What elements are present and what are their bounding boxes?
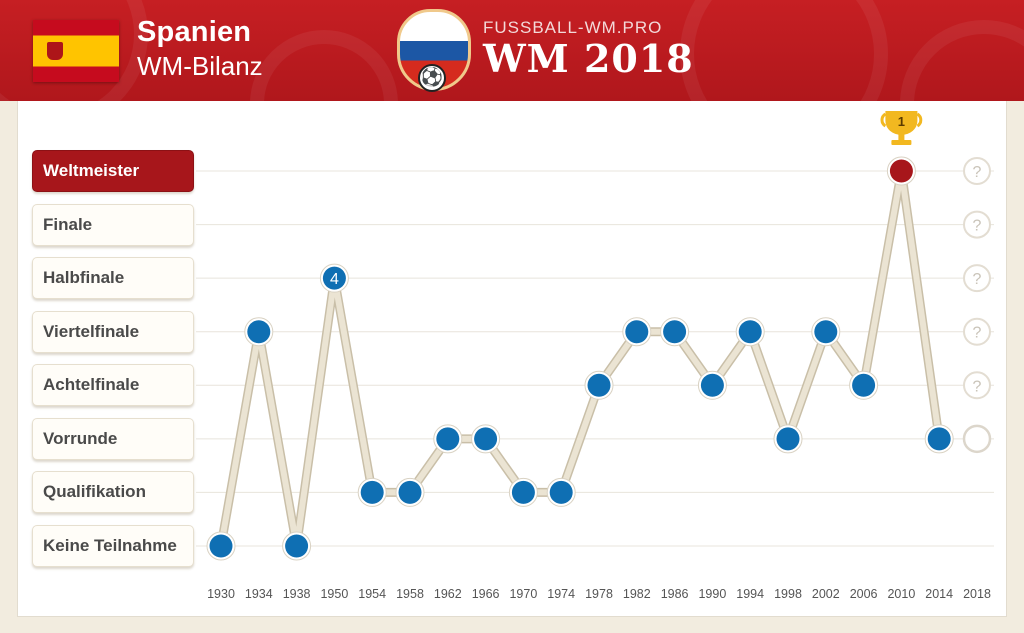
data-point-1978[interactable] xyxy=(587,373,611,397)
open-2018-marker: ? xyxy=(963,157,991,185)
x-tick-label: 2018 xyxy=(963,587,991,601)
x-tick-label: 2014 xyxy=(925,587,953,601)
stage-button-finale[interactable]: Finale xyxy=(32,203,194,246)
x-tick-label: 1974 xyxy=(547,587,575,601)
x-tick-label: 1954 xyxy=(358,587,386,601)
data-point-2002[interactable] xyxy=(814,320,838,344)
data-point-1994[interactable] xyxy=(738,320,762,344)
data-point-1934[interactable] xyxy=(247,320,271,344)
x-tick-label: 1994 xyxy=(736,587,764,601)
country-title: Spanien xyxy=(137,16,252,48)
data-point-1954[interactable] xyxy=(360,480,384,504)
series-line-shadow xyxy=(216,166,944,551)
data-point-1982[interactable] xyxy=(625,320,649,344)
open-2018-marker: ? xyxy=(963,264,991,293)
trophy-rank-label: 1 xyxy=(898,114,905,129)
svg-text:?: ? xyxy=(973,325,982,342)
x-tick-label: 1970 xyxy=(509,587,537,601)
svg-text:?: ? xyxy=(973,271,982,288)
stage-button-halbfinale[interactable]: Halbfinale xyxy=(32,257,194,300)
x-tick-label: 1978 xyxy=(585,587,613,601)
data-point-2014[interactable] xyxy=(927,427,951,451)
stage-button-viertelfinale[interactable]: Viertelfinale xyxy=(32,310,194,353)
header-banner: Spanien WM-Bilanz ⚽ FUSSBALL-WM.PRO WM 2… xyxy=(0,0,1024,101)
x-tick-label: 1962 xyxy=(434,587,462,601)
x-tick-label: 1930 xyxy=(207,587,235,601)
page-subtitle: WM-Bilanz xyxy=(137,51,263,81)
stage-button-achtelfinale[interactable]: Achtelfinale xyxy=(32,364,194,407)
spain-flag-icon xyxy=(33,20,119,82)
x-tick-label: 1982 xyxy=(623,587,651,601)
data-point-1970[interactable] xyxy=(511,480,535,504)
x-tick-label: 1958 xyxy=(396,587,424,601)
football-icon: ⚽ xyxy=(418,64,446,92)
open-2018-marker: ? xyxy=(963,210,991,239)
rank-label: 4 xyxy=(330,271,339,288)
data-point-1930[interactable] xyxy=(209,534,233,558)
stage-button-vorrunde[interactable]: Vorrunde xyxy=(32,417,194,460)
series-line xyxy=(218,168,943,549)
data-point-1974[interactable] xyxy=(549,480,573,504)
x-tick-label: 1934 xyxy=(245,587,273,601)
stage-button-keine-teilnahme[interactable]: Keine Teilnahme xyxy=(32,525,194,567)
x-tick-label: 2002 xyxy=(812,587,840,601)
data-point-1938[interactable] xyxy=(285,534,309,558)
open-2018-marker: ? xyxy=(963,371,991,400)
open-2018-current xyxy=(962,424,992,454)
svg-text:?: ? xyxy=(973,164,982,181)
x-tick-label: 1938 xyxy=(283,587,311,601)
x-tick-label: 1950 xyxy=(320,587,348,601)
x-tick-label: 1998 xyxy=(774,587,802,601)
data-point-1986[interactable] xyxy=(663,320,687,344)
brand-title: WM 2018 xyxy=(483,36,694,81)
data-point-1990[interactable] xyxy=(700,373,724,397)
data-point-1998[interactable] xyxy=(776,427,800,451)
x-tick-label: 2006 xyxy=(850,587,878,601)
x-tick-label: 1990 xyxy=(698,587,726,601)
x-tick-label: 1986 xyxy=(661,587,689,601)
stage-button-weltmeister[interactable]: Weltmeister xyxy=(32,150,194,192)
data-point-2010[interactable] xyxy=(889,159,913,183)
data-point-1962[interactable] xyxy=(436,427,460,451)
open-2018-marker: ? xyxy=(963,317,991,346)
data-point-2006[interactable] xyxy=(852,373,876,397)
x-tick-label: 2010 xyxy=(887,587,915,601)
svg-text:?: ? xyxy=(973,378,982,395)
x-tick-label: 1966 xyxy=(472,587,500,601)
brand-site-name: FUSSBALL-WM.PRO xyxy=(483,18,663,37)
stage-button-qualifikation[interactable]: Qualifikation xyxy=(32,471,194,514)
data-point-1950[interactable] xyxy=(322,266,346,290)
trophy-icon xyxy=(880,111,923,145)
data-point-1966[interactable] xyxy=(474,427,498,451)
svg-text:?: ? xyxy=(973,218,982,235)
data-point-1958[interactable] xyxy=(398,480,422,504)
